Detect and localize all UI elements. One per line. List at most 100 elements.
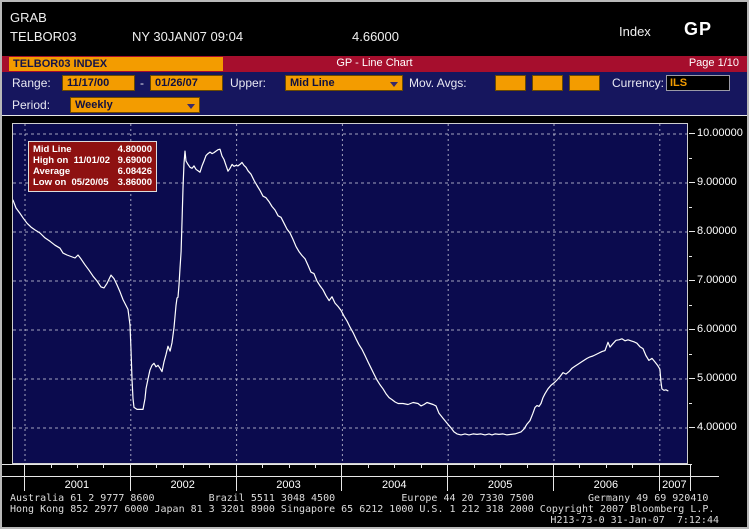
range-label: Range: bbox=[12, 76, 51, 90]
footer-line-2: Hong Kong 852 2977 6000 Japan 81 3 3201 … bbox=[10, 504, 715, 515]
quarter-tick bbox=[76, 465, 78, 468]
security-title-field[interactable]: TELBOR03 INDEX bbox=[9, 57, 223, 71]
range-start-input[interactable]: 11/17/00 bbox=[62, 75, 135, 91]
quarter-tick bbox=[632, 465, 634, 468]
quarter-tick bbox=[314, 465, 316, 468]
security-name: TELBOR03 bbox=[10, 29, 77, 44]
quarter-tick bbox=[50, 465, 52, 468]
chart-plot-area[interactable]: Mid Line 4.80000 High on 11/01/02 9.69000 … bbox=[12, 123, 688, 464]
footer-line-3: H213-73-0 31-Jan-07 7:12:44 bbox=[550, 515, 719, 526]
upper-dropdown-value: Mid Line bbox=[290, 77, 335, 89]
quarter-tick bbox=[473, 465, 475, 468]
quarter-tick bbox=[579, 465, 581, 468]
year-boundary-tick bbox=[447, 464, 449, 491]
year-label: 2001 bbox=[64, 479, 90, 491]
page-indicator: Page 1/10 bbox=[688, 57, 739, 69]
y-axis-tick bbox=[689, 378, 695, 379]
y-axis-minor-tick bbox=[689, 402, 692, 404]
quarter-tick bbox=[500, 465, 502, 468]
x-axis-line bbox=[2, 476, 719, 477]
quarter-tick bbox=[209, 465, 211, 468]
y-axis-label: 9.00000 bbox=[697, 176, 737, 188]
price-line bbox=[13, 148, 669, 436]
legend-label: Low on 05/20/05 bbox=[33, 177, 109, 188]
quarter-tick bbox=[605, 465, 607, 468]
year-label: 2005 bbox=[487, 479, 513, 491]
year-boundary-tick bbox=[129, 464, 131, 491]
legend-label: Mid Line bbox=[33, 144, 72, 155]
legend-value: 9.69000 bbox=[117, 155, 152, 166]
quarter-tick bbox=[367, 465, 369, 468]
line-chart-svg bbox=[13, 124, 687, 463]
mov-avg-input-2[interactable] bbox=[532, 75, 563, 91]
y-axis-label: 5.00000 bbox=[697, 372, 737, 384]
legend-value: 4.80000 bbox=[117, 144, 152, 155]
currency-label: Currency: bbox=[612, 76, 665, 90]
mov-avgs-label: Mov. Avgs: bbox=[409, 76, 467, 90]
y-axis-minor-tick bbox=[689, 353, 692, 355]
year-label: 2007 bbox=[662, 479, 687, 491]
quarter-tick bbox=[103, 465, 105, 468]
range-dash: - bbox=[140, 76, 144, 90]
year-label: 2002 bbox=[170, 479, 195, 491]
y-axis-label: 6.00000 bbox=[697, 323, 737, 335]
year-boundary-tick bbox=[553, 464, 554, 491]
quarter-tick bbox=[394, 465, 396, 468]
index-label: Index bbox=[619, 24, 651, 39]
last-price: 4.66000 bbox=[352, 29, 399, 44]
quarter-tick bbox=[526, 465, 528, 468]
legend-label: Average bbox=[33, 166, 71, 177]
year-label: 2003 bbox=[276, 479, 301, 491]
y-axis-tick bbox=[689, 427, 695, 428]
quarter-tick bbox=[288, 465, 290, 468]
toolbar-separator bbox=[2, 115, 747, 116]
quarter-tick bbox=[262, 465, 263, 468]
chart-title: GP - Line Chart bbox=[336, 57, 413, 69]
currency-input[interactable]: ILS bbox=[666, 75, 730, 91]
y-axis-label: 8.00000 bbox=[697, 225, 737, 237]
year-boundary-tick bbox=[658, 464, 660, 491]
y-axis-tick bbox=[689, 231, 695, 232]
y-axis-minor-tick bbox=[689, 157, 692, 159]
chart-legend: Mid Line 4.80000 High on 11/01/02 9.69000 … bbox=[28, 141, 157, 192]
y-axis-label: 7.00000 bbox=[697, 274, 737, 286]
y-axis-minor-tick bbox=[689, 255, 692, 257]
y-axis-tick bbox=[689, 329, 695, 330]
y-axis-tick bbox=[689, 182, 695, 183]
legend-label: High on 11/01/02 bbox=[33, 155, 111, 166]
quarter-tick bbox=[420, 465, 422, 468]
y-axis-label: 10.00000 bbox=[697, 127, 743, 139]
function-name: GRAB bbox=[10, 10, 47, 25]
mov-avg-input-1[interactable] bbox=[495, 75, 526, 91]
title-bar: TELBOR03 INDEX GP - Line Chart Page 1/10 bbox=[2, 56, 747, 72]
upper-label: Upper: bbox=[230, 76, 267, 90]
year-boundary-tick bbox=[235, 464, 237, 491]
legend-value: 3.86000 bbox=[117, 177, 152, 188]
y-axis-tick bbox=[689, 280, 695, 281]
year-boundary-tick bbox=[24, 464, 25, 491]
period-dropdown-value: Weekly bbox=[75, 99, 113, 111]
year-boundary-tick bbox=[341, 464, 343, 491]
year-label: 2006 bbox=[593, 479, 619, 491]
y-axis-tick bbox=[689, 133, 695, 134]
mov-avg-input-3[interactable] bbox=[569, 75, 600, 91]
chevron-down-icon bbox=[187, 104, 195, 109]
chart-toolbar: Range: 11/17/00 - 01/26/07 Upper: Mid Li… bbox=[2, 72, 747, 115]
quarter-tick bbox=[156, 465, 158, 468]
period-label: Period: bbox=[12, 98, 51, 112]
mnemonic-gp: GP bbox=[684, 19, 713, 39]
period-dropdown[interactable]: Weekly bbox=[70, 97, 200, 113]
y-axis-minor-tick bbox=[689, 206, 692, 208]
year-label: 2004 bbox=[382, 479, 407, 491]
y-axis-minor-tick bbox=[689, 304, 692, 306]
year-boundary-tick bbox=[690, 464, 691, 491]
venue-timestamp: NY 30JAN07 09:04 bbox=[132, 29, 244, 44]
y-axis-label: 4.00000 bbox=[697, 421, 737, 433]
quarter-tick bbox=[182, 465, 184, 468]
legend-value: 6.08426 bbox=[117, 166, 152, 177]
chevron-down-icon bbox=[390, 82, 398, 87]
range-end-input[interactable]: 01/26/07 bbox=[150, 75, 223, 91]
upper-dropdown[interactable]: Mid Line bbox=[285, 75, 403, 91]
x-axis-line bbox=[2, 464, 692, 465]
